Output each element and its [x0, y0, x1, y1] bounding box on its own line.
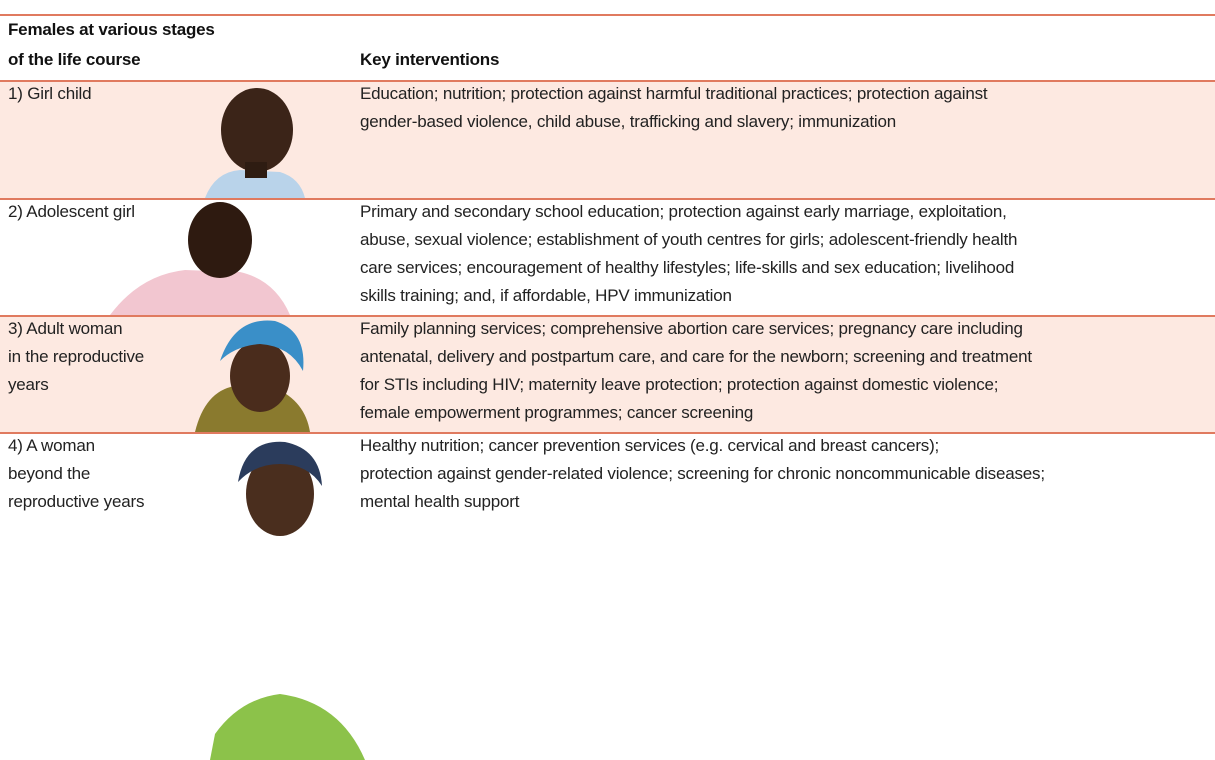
intervention-text: antenatal, delivery and postpartum care,…	[360, 347, 1032, 367]
stage-text: reproductive years	[8, 492, 144, 512]
photo-girl-child	[195, 82, 315, 198]
rule	[0, 80, 1215, 82]
header-interventions: Key interventions	[360, 50, 499, 70]
intervention-text: for STIs including HIV; maternity leave …	[360, 375, 998, 395]
photo-older-woman	[200, 434, 370, 760]
stage-text: 3) Adult woman	[8, 319, 122, 339]
intervention-text: mental health support	[360, 492, 519, 512]
header-stage: Females at various stages	[8, 20, 215, 40]
photo-adult-woman	[195, 316, 310, 432]
rule	[0, 14, 1215, 16]
intervention-text: skills training; and, if affordable, HPV…	[360, 286, 732, 306]
photo-adolescent-girl	[110, 200, 290, 315]
stage-text: 2) Adolescent girl	[8, 202, 135, 222]
stage-text: 1) Girl child	[8, 84, 91, 104]
page: Females at various stages of the life cou…	[0, 0, 1215, 760]
intervention-text: care services; encouragement of healthy …	[360, 258, 1014, 278]
intervention-text: Healthy nutrition; cancer prevention ser…	[360, 436, 939, 456]
header-stage: of the life course	[8, 50, 140, 70]
stage-text: beyond the	[8, 464, 90, 484]
rule	[0, 432, 1215, 434]
intervention-text: Education; nutrition; protection against…	[360, 84, 987, 104]
intervention-text: Primary and secondary school education; …	[360, 202, 1007, 222]
stage-text: in the reproductive	[8, 347, 144, 367]
intervention-text: female empowerment programmes; cancer sc…	[360, 403, 753, 423]
intervention-text: abuse, sexual violence; establishment of…	[360, 230, 1017, 250]
stage-text: years	[8, 375, 49, 395]
stage-text: 4) A woman	[8, 436, 95, 456]
intervention-text: gender-based violence, child abuse, traf…	[360, 112, 896, 132]
intervention-text: protection against gender-related violen…	[360, 464, 1045, 484]
rule	[0, 315, 1215, 317]
intervention-text: Family planning services; comprehensive …	[360, 319, 1023, 339]
